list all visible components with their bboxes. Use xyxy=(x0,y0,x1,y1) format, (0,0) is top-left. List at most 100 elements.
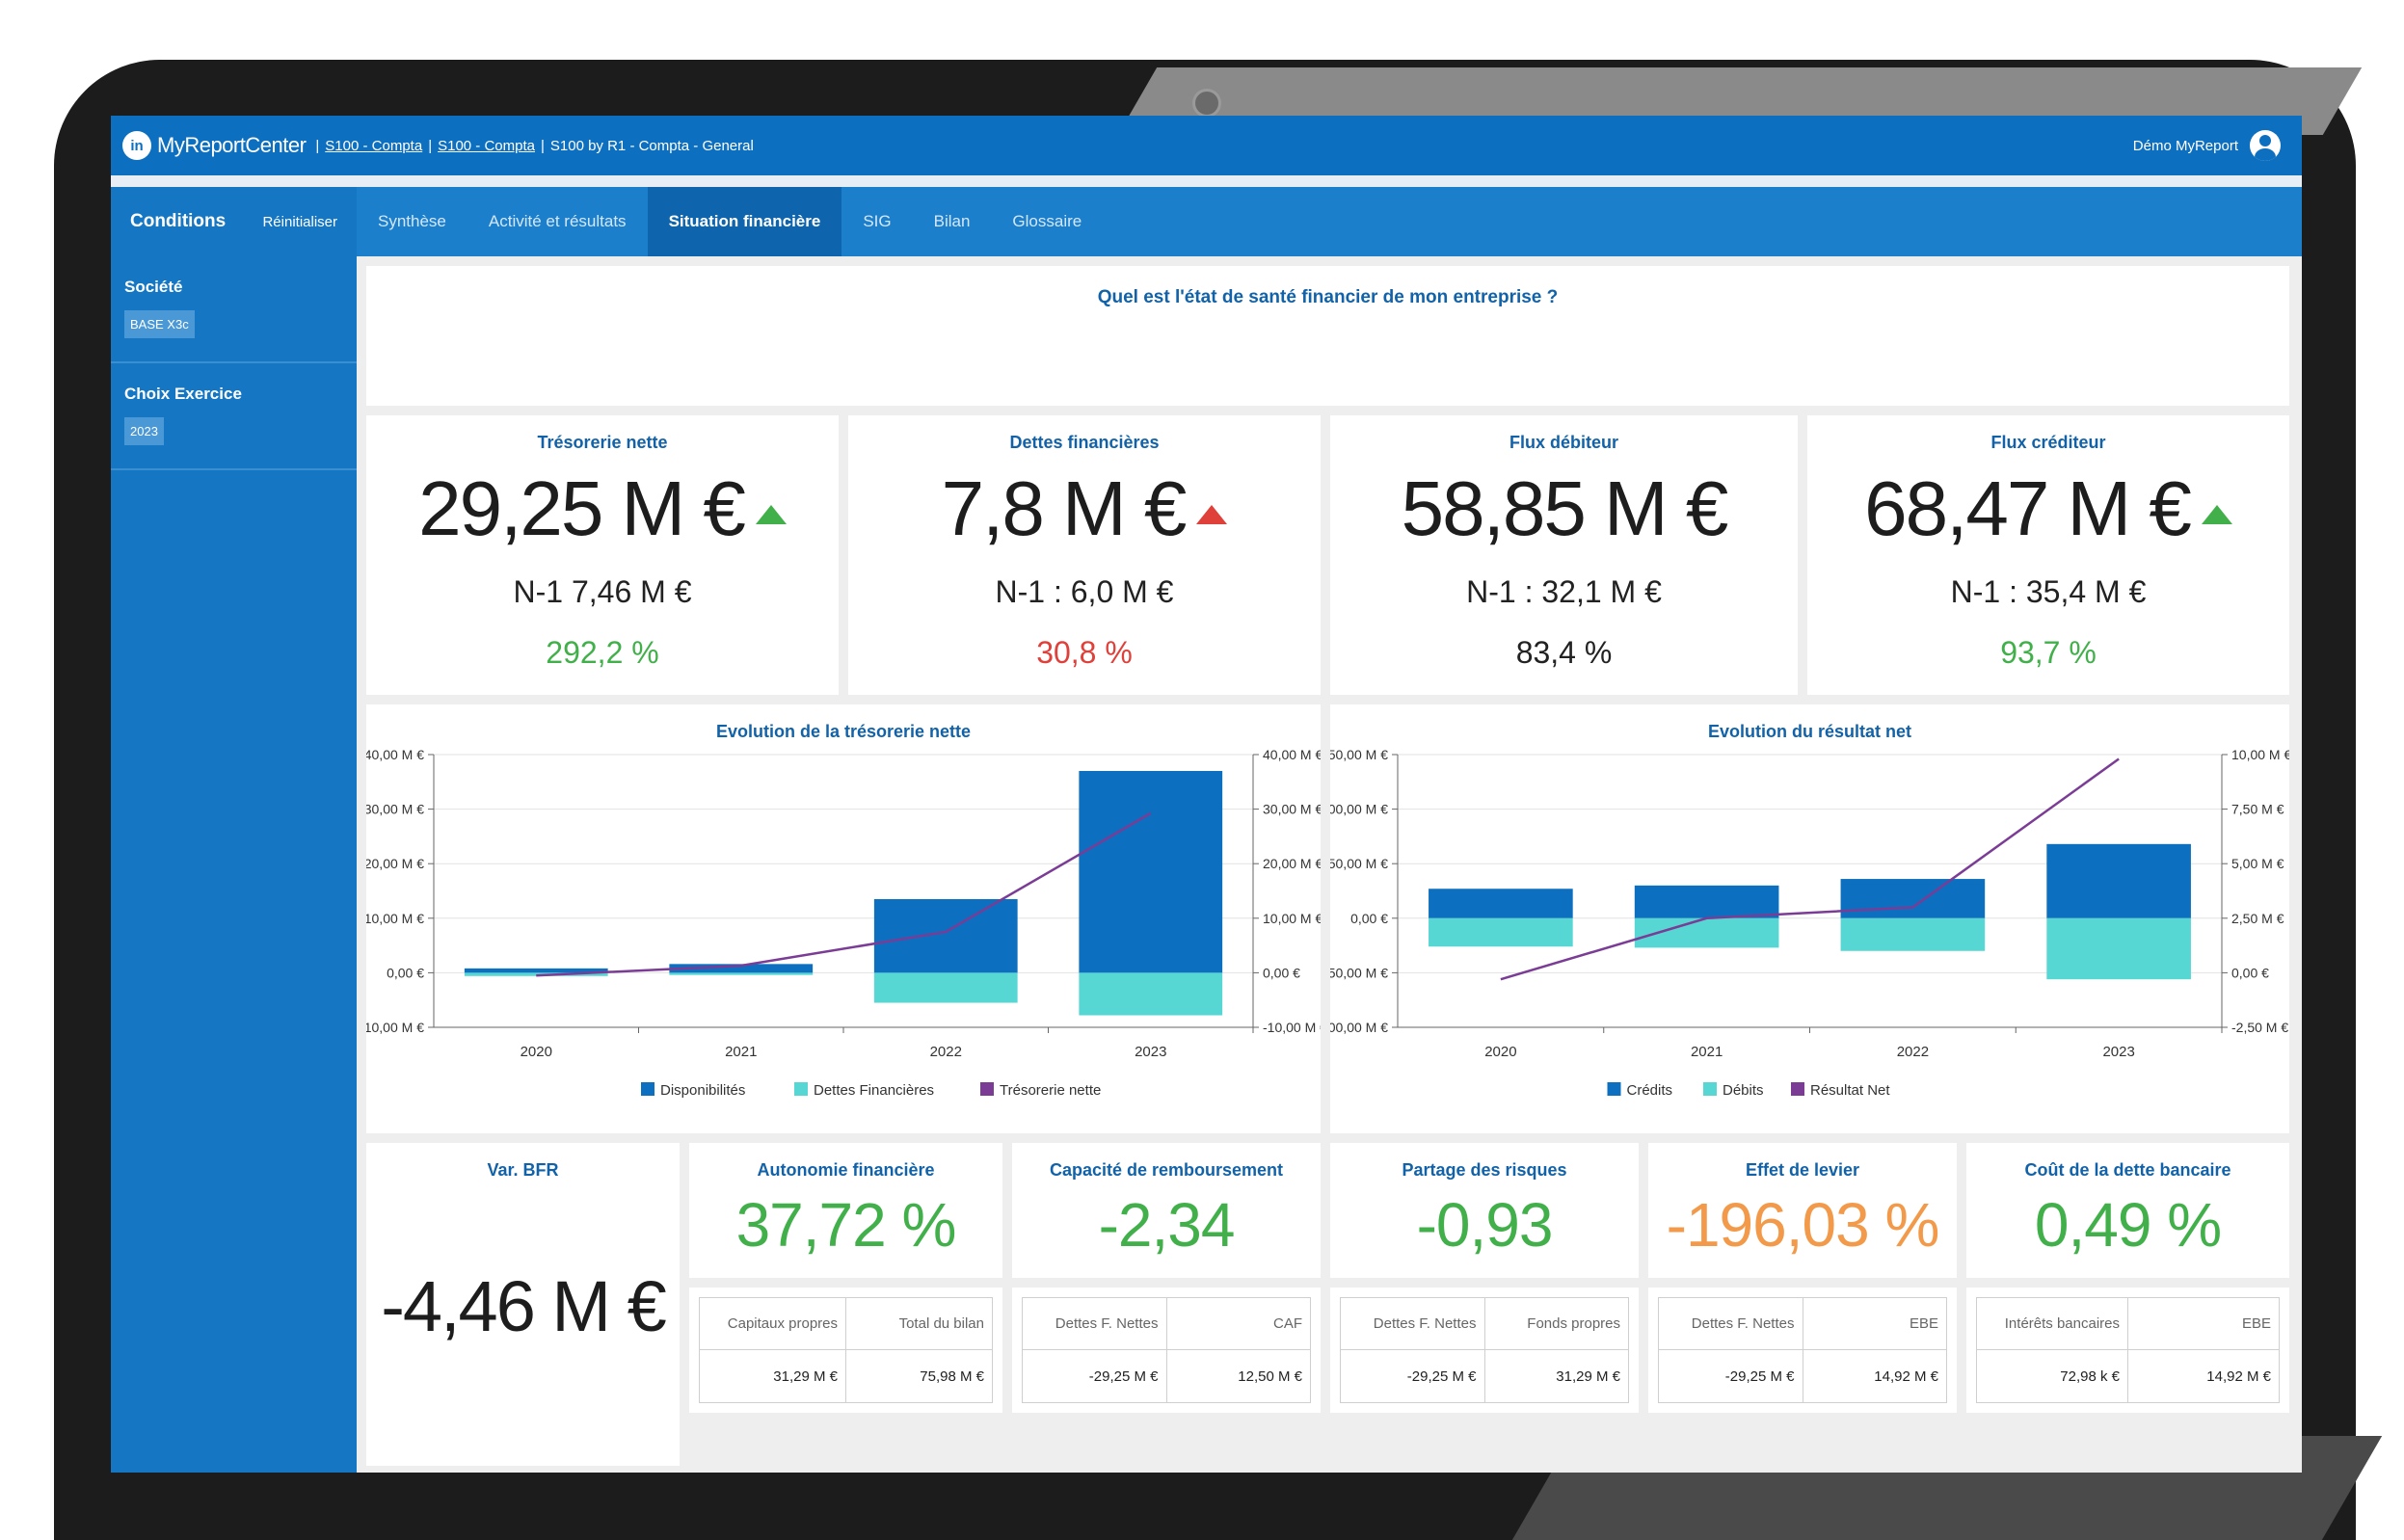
ratio-cell: -29,25 M € xyxy=(1659,1350,1803,1402)
ratio-card-remboursement: Capacité de remboursement -2,34 xyxy=(1012,1143,1321,1278)
user-avatar-icon[interactable] xyxy=(2250,130,2281,161)
bar-dettes-financi-res xyxy=(1079,972,1223,1016)
kpi-title: Flux débiteur xyxy=(1509,433,1618,452)
bfr-value: -4,46 M € xyxy=(381,1266,667,1346)
legend-swatch xyxy=(1791,1082,1804,1096)
ratio-table-grid: Dettes F. Nettes Fonds propres -29,25 M … xyxy=(1340,1297,1629,1403)
y-tick-label-right: 0,00 € xyxy=(1263,965,1300,980)
y-tick-label-right: 0,00 € xyxy=(2231,965,2269,980)
x-tick-label: 2020 xyxy=(1484,1044,1516,1060)
tab-synthese[interactable]: Synthèse xyxy=(378,212,446,230)
y-tick-label-right: 2,50 M € xyxy=(2231,911,2284,926)
chart-title: Evolution de la trésorerie nette xyxy=(715,722,972,741)
kpi-value: 58,85 M € xyxy=(1330,470,1798,547)
kpi-value: 29,25 M € xyxy=(366,470,839,547)
bar-dettes-financi-res xyxy=(873,972,1018,1003)
ratio-table-row: -29,25 M € 12,50 M € xyxy=(1023,1350,1310,1402)
y-tick-label: 20,00 M € xyxy=(366,856,424,871)
y-tick-label: 50,00 M € xyxy=(1330,856,1388,871)
legend-label: Dettes Financières xyxy=(814,1082,934,1099)
ratio-title: Capacité de remboursement xyxy=(1049,1160,1284,1180)
bfr-title: Var. BFR xyxy=(487,1160,559,1180)
kpi-card-tresorerie: Trésorerie nette 29,25 M € N-1 7,46 M € … xyxy=(366,415,839,695)
tab-bilan[interactable]: Bilan xyxy=(933,212,971,230)
logo-mark-icon: in xyxy=(122,131,151,160)
tab-list: Synthèse Activité et résultats Situation… xyxy=(357,187,1103,256)
bar-cr-dits xyxy=(2046,843,2191,918)
ratio-cell: 75,98 M € xyxy=(920,1367,984,1385)
nav-bar xyxy=(111,175,2302,256)
kpi-value-text: 58,85 M € xyxy=(1401,465,1729,551)
filter-societe-chip[interactable]: BASE X3c xyxy=(124,310,195,338)
ratio-title: Autonomie financière xyxy=(757,1160,935,1180)
reset-button[interactable]: Réinitialiser xyxy=(262,213,337,230)
ratio-cell: 31,29 M € xyxy=(700,1350,846,1402)
ratio-value: -196,03 % xyxy=(1666,1190,1940,1260)
user-menu[interactable]: Démo MyReport xyxy=(2133,130,2281,161)
ratio-value: 37,72 % xyxy=(735,1190,957,1260)
ratio-cell: 14,92 M € xyxy=(1874,1367,1938,1385)
kpi-title: Flux créditeur xyxy=(1990,433,2106,452)
y-tick-label-right: 20,00 M € xyxy=(1263,856,1321,871)
legend-swatch xyxy=(980,1082,994,1096)
ratio-value: 0,49 % xyxy=(2034,1190,2222,1260)
y-tick-label-right: 7,50 M € xyxy=(2231,802,2284,817)
ratio-table-risques: Dettes F. Nettes Fonds propres -29,25 M … xyxy=(1330,1288,1639,1413)
ratio-cell: 31,29 M € xyxy=(1556,1367,1620,1385)
tab-sig[interactable]: SIG xyxy=(863,212,892,230)
ratio-table-autonomie: Capitaux propres Total du bilan 31,29 M … xyxy=(689,1288,1002,1413)
kpi-title: Dettes financières xyxy=(1009,433,1160,452)
legend-label: Trésorerie nette xyxy=(1000,1082,1101,1099)
ratio-table-header: Intérêts bancaires EBE xyxy=(1977,1298,2279,1350)
y-tick-label: 30,00 M € xyxy=(366,802,424,817)
ratio-col-header: Dettes F. Nettes xyxy=(1341,1298,1485,1349)
dashboard: Quel est l'état de santé financier de mo… xyxy=(360,266,2291,1473)
kpi-card-flux-debiteur: Flux débiteur 58,85 M € N-1 : 32,1 M € 8… xyxy=(1330,415,1798,695)
y-tick-label: 100,00 M € xyxy=(1330,802,1388,817)
ratio-table-grid: Capitaux propres Total du bilan 31,29 M … xyxy=(699,1297,993,1403)
conditions-header: Conditions Réinitialiser xyxy=(111,187,357,256)
kpi-percent: 93,7 % xyxy=(2000,635,2097,670)
question-panel: Quel est l'état de santé financier de mo… xyxy=(366,266,2289,406)
x-tick-label: 2021 xyxy=(725,1044,757,1060)
y-tick-label: 0,00 € xyxy=(387,965,424,980)
bar-d-bits xyxy=(1840,917,1986,951)
filter-exercice-chip[interactable]: 2023 xyxy=(124,417,164,445)
ratio-table-grid: Intérêts bancaires EBE 72,98 k € 14,92 M… xyxy=(1976,1297,2280,1403)
ratio-table-cout-dette: Intérêts bancaires EBE 72,98 k € 14,92 M… xyxy=(1966,1288,2289,1413)
ratio-card-risques: Partage des risques -0,93 xyxy=(1330,1143,1639,1278)
chart-resultat: 150,00 M € 10,00 M € 100,00 M € 7,50 M € 50,… xyxy=(1316,747,2291,1099)
ratio-table-row: 72,98 k € 14,92 M € xyxy=(1977,1350,2279,1402)
breadcrumb: | S100 - Compta | S100 - Compta | S100 b… xyxy=(315,138,753,154)
tab-glossaire[interactable]: Glossaire xyxy=(1012,212,1082,230)
breadcrumb-separator: | xyxy=(540,137,545,154)
y-tick-label-right: 40,00 M € xyxy=(1263,747,1321,762)
bar-dettes-financi-res xyxy=(669,972,814,975)
ratio-cell: -29,25 M € xyxy=(1023,1350,1167,1402)
legend-label: Débits xyxy=(1723,1082,1764,1099)
y-tick-label: 10,00 M € xyxy=(366,911,424,926)
tab-activite[interactable]: Activité et résultats xyxy=(488,212,627,230)
chart-tresorerie: 40,00 M € 40,00 M € 30,00 M € 30,00 M € 20,0… xyxy=(360,747,1327,1099)
trend-up-icon xyxy=(755,504,787,524)
logo[interactable]: in MyReportCenter xyxy=(122,131,307,160)
ratio-title: Partage des risques xyxy=(1402,1160,1567,1180)
ratio-card-cout-dette: Coût de la dette bancaire 0,49 % xyxy=(1966,1143,2289,1278)
ratio-col-header: Dettes F. Nettes xyxy=(1659,1298,1803,1349)
kpi-previous: N-1 : 6,0 M € xyxy=(995,574,1174,609)
y-tick-label: -50,00 M € xyxy=(1330,965,1388,980)
y-tick-label-right: -10,00 M € xyxy=(1263,1020,1321,1035)
x-tick-label: 2021 xyxy=(1691,1044,1723,1060)
bfr-card: Var. BFR -4,46 M € xyxy=(366,1143,680,1466)
x-tick-label: 2023 xyxy=(1135,1044,1166,1060)
kpi-percent: 292,2 % xyxy=(546,635,659,670)
breadcrumb-link-1[interactable]: S100 - Compta xyxy=(325,137,423,154)
ratio-cell: 12,50 M € xyxy=(1238,1367,1302,1385)
tab-situation-financiere[interactable]: Situation financière xyxy=(647,187,842,256)
y-tick-label: 0,00 € xyxy=(1350,911,1388,926)
bar-cr-dits xyxy=(1634,885,1779,918)
y-tick-label-right: 5,00 M € xyxy=(2231,856,2284,871)
bar-disponibilit-s xyxy=(873,898,1018,973)
kpi-value: 7,8 M € xyxy=(848,470,1321,547)
breadcrumb-link-2[interactable]: S100 - Compta xyxy=(438,137,535,154)
